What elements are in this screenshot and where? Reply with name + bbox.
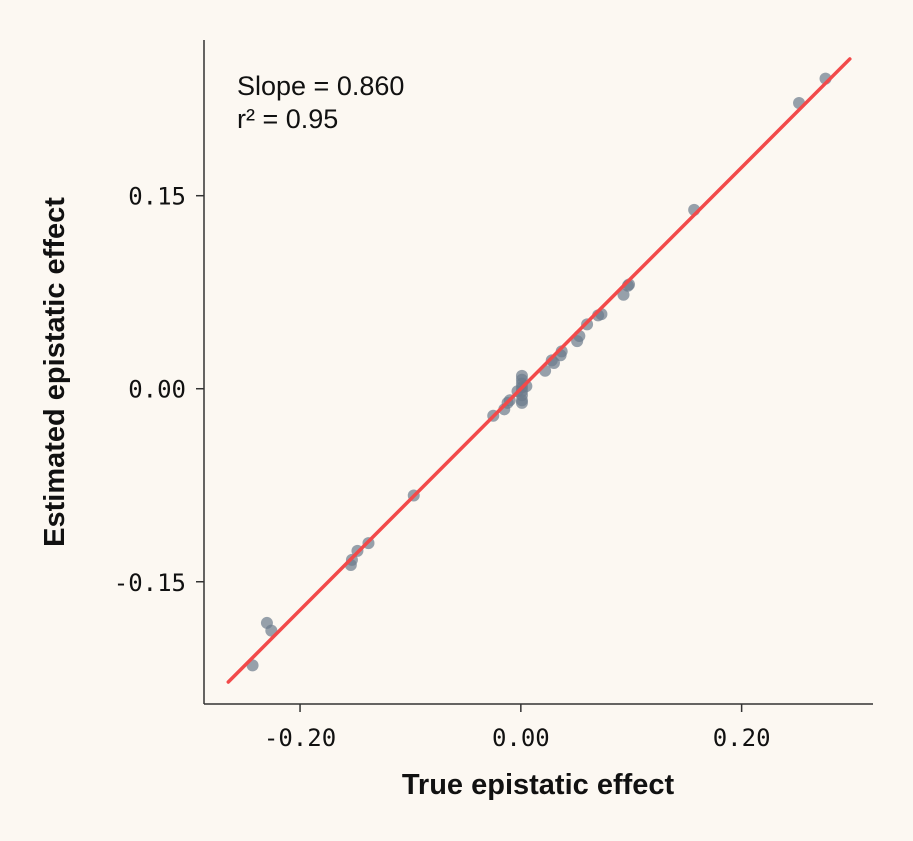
data-point (617, 288, 630, 301)
y-tick-label: -0.15 (114, 569, 186, 597)
x-axis-title: True epistatic effect (402, 769, 675, 801)
data-point (520, 380, 533, 393)
y-tick-label: 0.15 (128, 183, 186, 211)
x-tick-label: -0.20 (264, 724, 336, 752)
slope-annotation: Slope = 0.860 (237, 71, 404, 101)
x-tick-label: 0.00 (492, 724, 550, 752)
fit-line (226, 57, 852, 684)
x-tick-label: 0.20 (713, 724, 771, 752)
y-ticks: 0.15 0.00 -0.15 (114, 183, 204, 597)
data-point (515, 396, 528, 409)
y-tick-label: 0.00 (128, 376, 186, 404)
y-axis-title: Estimated epistatic effect (39, 197, 71, 547)
r2-annotation: r² = 0.95 (237, 104, 338, 134)
x-ticks: -0.20 0.00 0.20 (264, 704, 771, 752)
